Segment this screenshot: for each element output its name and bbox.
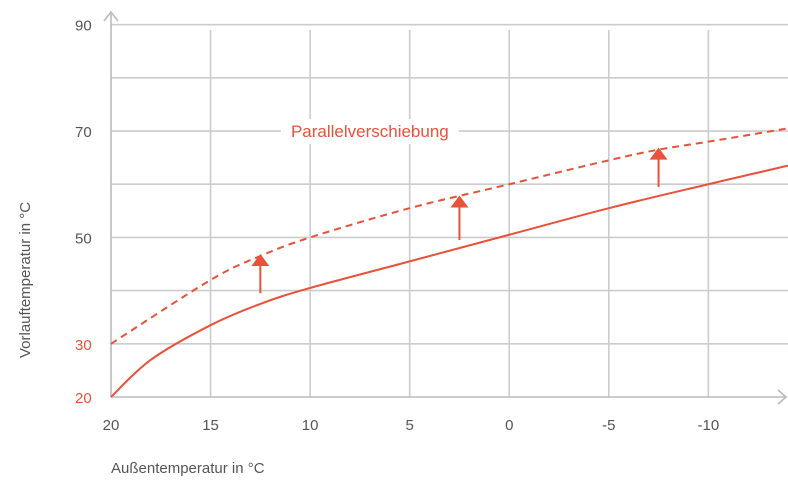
x-tick-label: 0 xyxy=(505,417,513,434)
y-tick-label: 50 xyxy=(75,230,92,247)
annotation-label: Parallelverschiebung xyxy=(291,122,449,141)
x-tick-label: 10 xyxy=(302,417,319,434)
x-tick-labels: 20 15 10 5 0 -5 -10 xyxy=(103,417,720,434)
series-lines xyxy=(110,127,788,398)
y-tick-labels: 90 70 50 30 20 xyxy=(75,18,92,407)
annotations: Parallelverschiebung xyxy=(280,119,459,145)
shift-arrow-head xyxy=(251,254,270,267)
shifted-heating-curve xyxy=(110,127,788,345)
shift-arrow-head xyxy=(450,195,469,208)
heating-curve xyxy=(110,164,788,398)
x-tick-label: 5 xyxy=(406,417,414,434)
x-tick-label: -5 xyxy=(602,417,615,434)
x-tick-label: 20 xyxy=(103,417,120,434)
shift-arrows xyxy=(251,147,668,294)
axes xyxy=(103,10,788,405)
annotation-background xyxy=(280,119,459,145)
y-tick-label: 90 xyxy=(75,18,92,35)
x-axis-label: Außentemperatur in °C xyxy=(111,460,265,477)
y-axis-label: Vorlauftemperatur in °C xyxy=(17,202,34,358)
x-tick-label: -10 xyxy=(698,417,720,434)
y-tick-label: 20 xyxy=(75,390,92,407)
y-axis-arrowhead xyxy=(103,10,119,22)
y-tick-label: 30 xyxy=(75,337,92,354)
x-axis-arrowhead xyxy=(777,389,788,405)
x-tick-label: 15 xyxy=(202,417,219,434)
shift-arrow-head xyxy=(649,147,668,160)
grid-lines xyxy=(111,23,788,397)
y-tick-label: 70 xyxy=(75,124,92,141)
